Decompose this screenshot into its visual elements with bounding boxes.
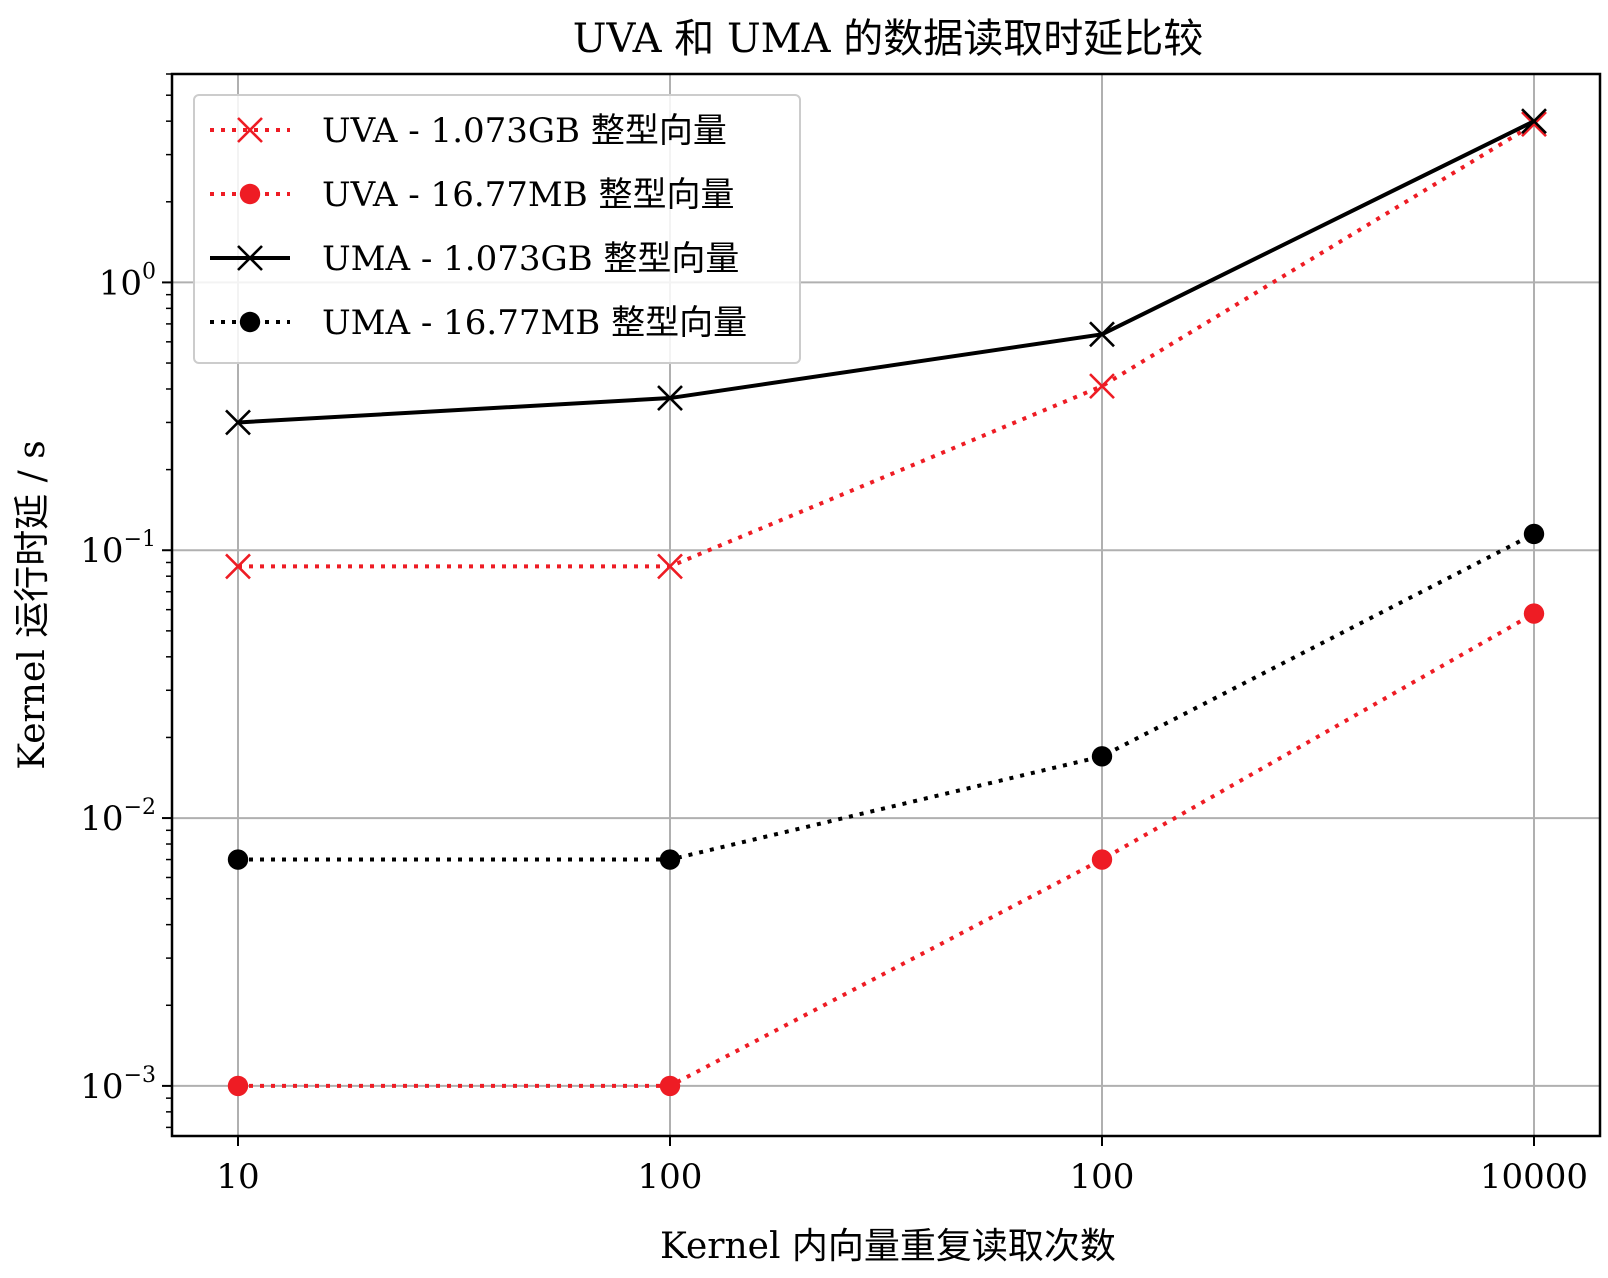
y-tick-exponent: −1 xyxy=(124,527,156,552)
y-tick-label: 100 xyxy=(99,259,156,303)
plot-frame xyxy=(170,72,1602,1138)
y-tick-exponent: 0 xyxy=(142,259,156,284)
x-tick-label: 10 xyxy=(216,1157,259,1197)
y-tick-base: 10 xyxy=(80,1067,123,1107)
series-line xyxy=(238,611,1535,1088)
legend-marker xyxy=(237,245,263,271)
legend-marker xyxy=(237,117,263,143)
y-tick-exponent: −3 xyxy=(124,1063,156,1088)
data-point xyxy=(225,409,251,436)
data-point xyxy=(1521,108,1547,135)
data-point xyxy=(1091,746,1113,767)
series-0 xyxy=(225,111,1547,580)
data-point xyxy=(1091,849,1113,870)
y-axis-label: Kernel 运行时延 / s xyxy=(12,440,53,769)
y-tick-base: 10 xyxy=(80,531,123,571)
series-layer xyxy=(225,108,1547,1097)
data-point xyxy=(659,849,681,870)
data-point xyxy=(657,553,683,580)
legend-box xyxy=(193,94,801,364)
data-point xyxy=(225,553,251,580)
y-tick-label: 10−3 xyxy=(80,1063,156,1107)
series-line xyxy=(237,119,1535,425)
x-tick-label: 10000 xyxy=(1480,1157,1588,1197)
data-point xyxy=(1521,111,1547,138)
data-point xyxy=(227,1075,249,1097)
y-tick-label: 10−2 xyxy=(80,795,156,839)
data-point xyxy=(1089,321,1115,348)
data-point xyxy=(659,1075,681,1097)
data-point xyxy=(657,385,683,411)
x-axis-label: Kernel 内向量重复读取次数 xyxy=(660,1226,1116,1267)
series-3 xyxy=(227,523,1545,870)
legend: UVA - 1.073GB 整型向量 UVA - 16.77MB 整型向量 UMA … xyxy=(193,94,801,364)
data-point xyxy=(1089,373,1115,400)
legend-marker xyxy=(239,183,261,205)
series-line xyxy=(238,532,1535,862)
series-1 xyxy=(227,603,1545,1097)
x-tick-label: 100 xyxy=(1070,1157,1135,1197)
legend-label: UMA - 1.073GB 整型向量 xyxy=(322,239,739,279)
y-tick-label: 10−1 xyxy=(80,527,156,571)
x-axis: 10 100 100 10000 xyxy=(216,1136,1588,1197)
chart-title: UVA 和 UMA 的数据读取时延比较 xyxy=(573,16,1203,62)
data-point xyxy=(227,849,249,870)
data-point xyxy=(1523,603,1545,624)
legend-label: UVA - 1.073GB 整型向量 xyxy=(322,111,727,151)
legend-label: UMA - 16.77MB 整型向量 xyxy=(322,303,747,343)
legend-label: UVA - 16.77MB 整型向量 xyxy=(322,175,735,215)
series-2 xyxy=(225,108,1547,436)
data-point xyxy=(1523,523,1545,545)
legend-marker xyxy=(239,311,261,333)
y-tick-base: 10 xyxy=(80,799,123,839)
y-tick-exponent: −2 xyxy=(124,795,156,820)
x-tick-label: 100 xyxy=(638,1157,703,1197)
y-tick-base: 10 xyxy=(99,263,142,303)
